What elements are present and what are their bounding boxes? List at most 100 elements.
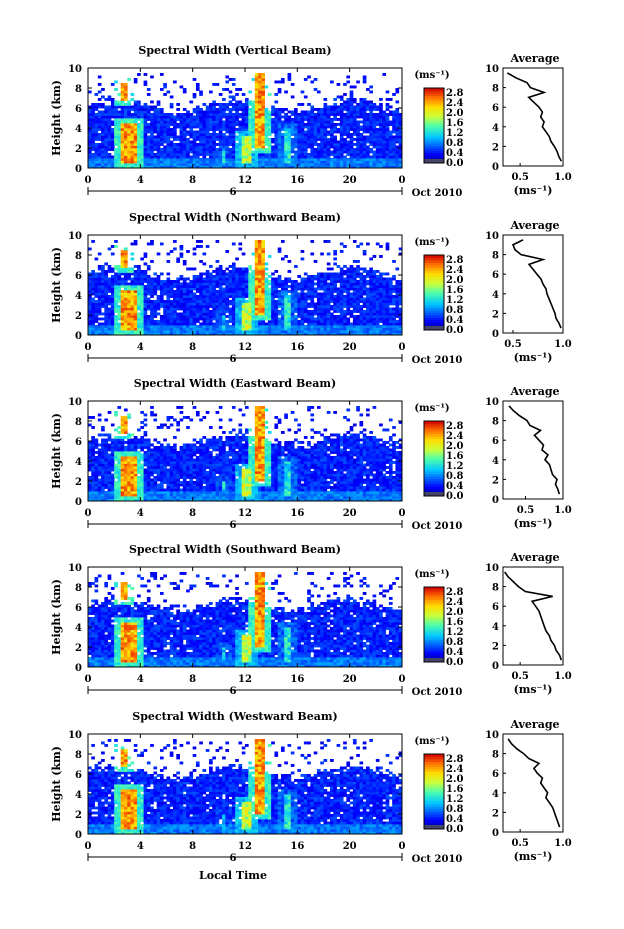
heatmap-cell [212, 300, 216, 303]
heatmap-cell [330, 312, 334, 316]
heatmap-cell [212, 123, 216, 126]
heatmap-cell [186, 287, 190, 291]
heatmap-cell [114, 115, 118, 119]
heatmap-cell [287, 317, 292, 321]
heatmap-cell [385, 120, 390, 124]
heatmap-cell [274, 158, 279, 161]
heatmap-cell [97, 310, 102, 313]
heatmap-cell [133, 108, 138, 111]
heatmap-cell [251, 292, 256, 296]
colorbar-swatch [424, 103, 444, 106]
heatmap-cell [346, 75, 351, 79]
heatmap-cell [284, 312, 288, 316]
heatmap-cell [218, 140, 223, 144]
heatmap-cell [107, 295, 112, 298]
heatmap-cell [228, 275, 233, 278]
heatmap-cell [156, 277, 161, 281]
heatmap-cell [284, 325, 288, 328]
heatmap-cell [133, 128, 138, 131]
heatmap-cell [182, 140, 187, 144]
heatmap-cell [91, 282, 95, 286]
heatmap-cell [192, 158, 197, 161]
heatmap-cell [101, 160, 105, 164]
heatmap-cell [212, 155, 216, 159]
heatmap-cell [104, 290, 109, 293]
heatmap-cell [261, 312, 266, 316]
heatmap-cell [251, 115, 256, 119]
heatmap-cell [238, 290, 243, 293]
heatmap-cell [238, 282, 243, 286]
heatmap-cell [195, 135, 200, 139]
heatmap-cell [366, 315, 370, 318]
heatmap-cell [169, 115, 174, 119]
heatmap-cell [290, 120, 295, 124]
heatmap-cell [130, 118, 135, 121]
heatmap-cell [284, 300, 288, 303]
heatmap-cell [375, 120, 380, 124]
heatmap-cell [110, 135, 115, 139]
heatmap-cell [258, 255, 262, 258]
heatmap-cell [320, 120, 324, 124]
heatmap-cell [212, 295, 216, 298]
heatmap-cell [195, 150, 200, 154]
heatmap-cell [218, 290, 223, 293]
heatmap-cell [88, 120, 92, 124]
heatmap-cell [231, 153, 236, 156]
heatmap-cell [303, 325, 308, 328]
heatmap-cell [375, 130, 380, 134]
heatmap-cell [110, 310, 115, 313]
colorbar: 0.00.40.81.21.62.02.42.8 [423, 87, 463, 169]
heatmap-cell [395, 125, 400, 129]
heatmap-cell [97, 113, 102, 116]
heatmap-cell [199, 307, 203, 311]
heatmap-cell [300, 257, 305, 261]
heatmap-cell [163, 155, 167, 159]
heatmap-cell [205, 307, 210, 311]
heatmap-cell [320, 135, 324, 139]
heatmap-cell [356, 295, 360, 298]
heatmap-cell [222, 88, 226, 91]
heatmap-cell [231, 297, 236, 301]
heatmap-cell [238, 108, 243, 111]
heatmap-cell [94, 332, 99, 336]
heatmap-cell [307, 145, 311, 149]
heatmap-cell [398, 118, 403, 121]
heatmap-cell [392, 158, 396, 161]
heatmap-cell [163, 128, 167, 131]
heatmap-cell [228, 123, 233, 126]
heatmap-cell [290, 290, 295, 293]
heatmap-cell [307, 277, 311, 281]
heatmap-cell [254, 145, 259, 149]
heatmap-cell [199, 280, 203, 283]
heatmap-cell [143, 130, 148, 134]
profile-y-tick-label: 8 [492, 84, 499, 95]
heatmap-cell [235, 312, 239, 316]
heatmap-cell [297, 322, 301, 326]
heatmap-cell [101, 290, 105, 293]
heatmap-cell [241, 113, 246, 116]
heatmap-cell [330, 118, 334, 121]
heatmap-cell [173, 120, 177, 124]
heatmap-cell [238, 125, 243, 129]
heatmap-cell [123, 83, 128, 86]
heatmap-cell [186, 145, 190, 149]
heatmap-cell [163, 140, 167, 144]
heatmap-cell [94, 105, 99, 109]
heatmap-cell [326, 302, 331, 306]
heatmap-cell [388, 140, 393, 144]
heatmap-cell [205, 312, 210, 316]
heatmap-cell [248, 135, 252, 139]
heatmap-cell [212, 135, 216, 139]
heatmap-cell [303, 145, 308, 149]
heatmap-cell [290, 148, 295, 151]
heatmap-cell [297, 332, 301, 336]
heatmap-cell [277, 275, 282, 278]
heatmap-cell [352, 297, 357, 301]
heatmap-cell [264, 160, 269, 164]
heatmap-cell [225, 287, 230, 291]
heatmap-cell [169, 320, 174, 323]
heatmap-cell [130, 120, 135, 124]
heatmap-cell [362, 108, 367, 111]
heatmap-cell [199, 305, 203, 308]
heatmap-cell [284, 123, 288, 126]
